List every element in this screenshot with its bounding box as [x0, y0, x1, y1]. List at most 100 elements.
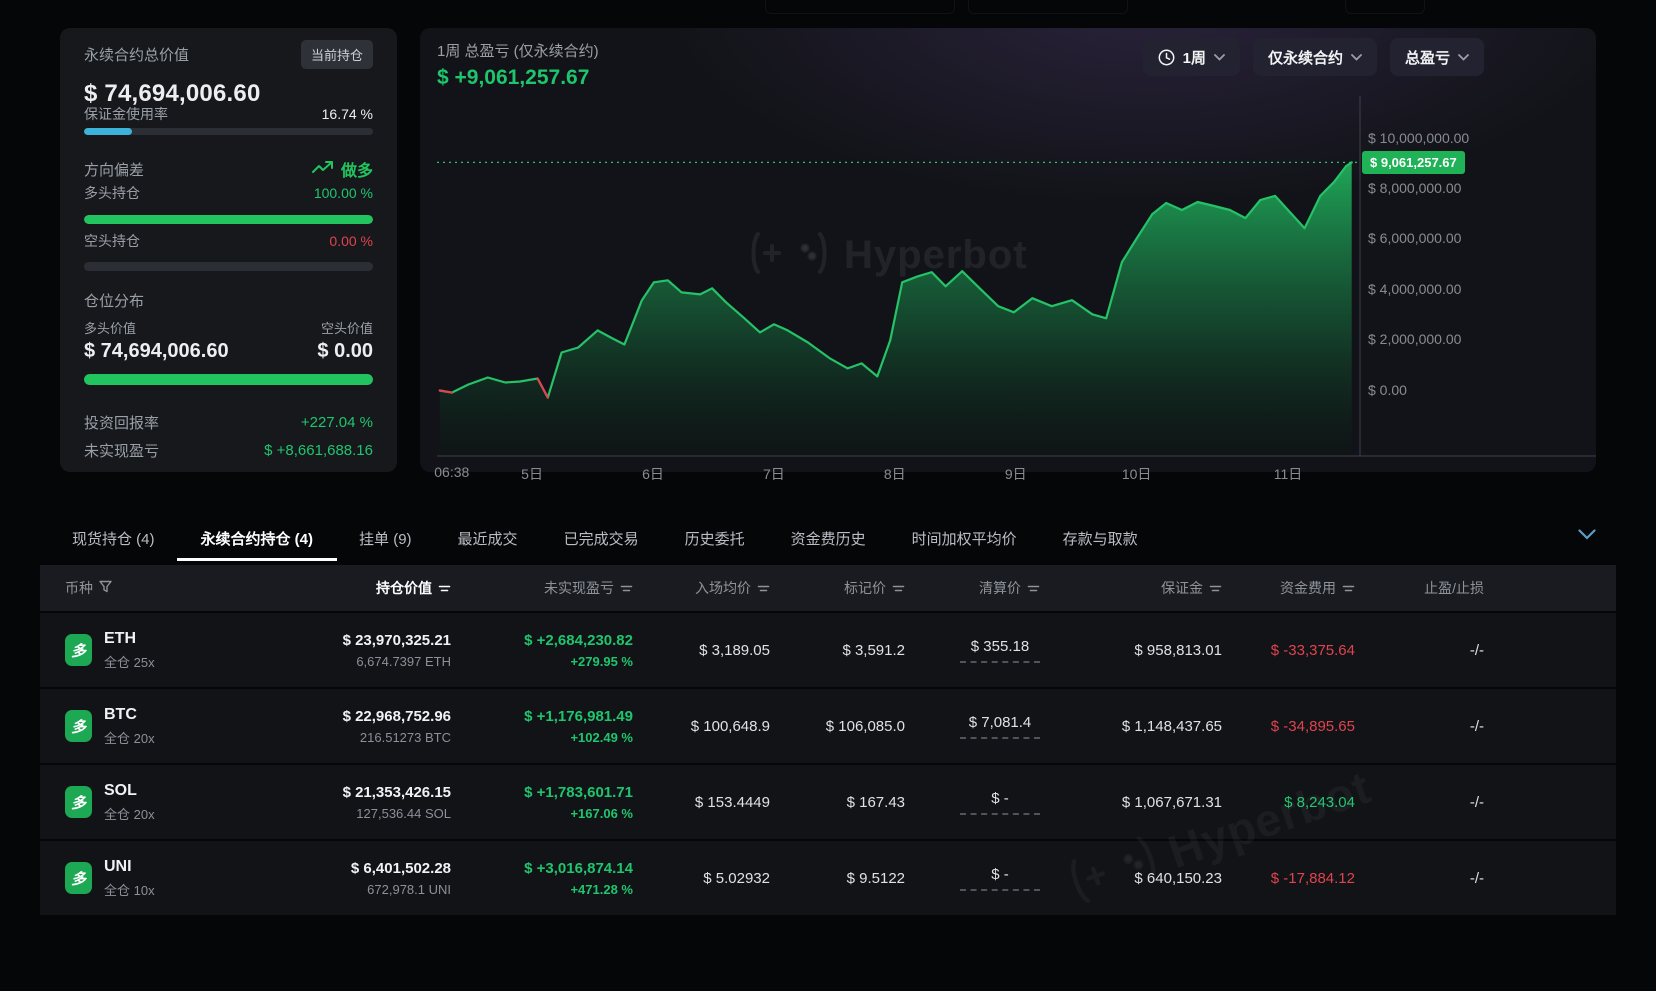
- sort-icon: [1342, 580, 1355, 596]
- leverage-label: 全仓 25x: [104, 654, 155, 670]
- position-row-uni[interactable]: 多 UNI 全仓 10x $ 6,401,502.28 672,978.1 UNI…: [40, 841, 1616, 915]
- leverage-label: 全仓 20x: [104, 730, 155, 746]
- col-position-value[interactable]: 持仓价值: [255, 578, 451, 598]
- margin-usage-value: 16.74 %: [321, 106, 373, 122]
- mark-price: $ 3,591.2: [842, 641, 905, 659]
- current-value-axis-badge: $ 9,061,257.67: [1362, 151, 1465, 175]
- col-unrealized-pnl[interactable]: 未实现盈亏: [451, 578, 633, 598]
- tpsl-value[interactable]: -/-: [1469, 717, 1484, 735]
- entry-price: $ 5.02932: [703, 869, 770, 887]
- x-axis-tick-label: 6日: [642, 466, 664, 482]
- liq-price[interactable]: $ 7,081.4: [960, 714, 1040, 739]
- liq-price[interactable]: $ 355.18: [960, 638, 1040, 663]
- margin-usage-bar-fill: [84, 128, 133, 135]
- position-amount: 672,978.1 UNI: [367, 881, 451, 897]
- position-value: $ 21,353,426.15: [342, 783, 451, 801]
- position-row-eth[interactable]: 多 ETH 全仓 25x $ 23,970,325.21 6,674.7397 E…: [40, 613, 1616, 687]
- short-value-label: 空头价值: [320, 321, 373, 336]
- tab-order-history[interactable]: 历史委托: [684, 530, 745, 548]
- long-side-badge: 多: [65, 786, 92, 818]
- bias-long-label: 做多: [340, 163, 373, 180]
- unrealized-pnl-label: 未实现盈亏: [84, 443, 160, 460]
- sort-icon: [1209, 580, 1222, 596]
- y-axis-tick-label: $ 6,000,000.00: [1368, 230, 1462, 247]
- col-coin[interactable]: 币种: [40, 578, 255, 598]
- tab-funding-history[interactable]: 资金费历史: [790, 530, 866, 548]
- long-value: $ 74,694,006.60: [84, 340, 229, 362]
- col-entry-price[interactable]: 入场均价: [633, 578, 770, 598]
- metric-select-button[interactable]: 总盈亏: [1389, 38, 1484, 76]
- chart-title: 1周 总盈亏 (仅永续合约): [437, 43, 599, 60]
- long-position-bar-fill: [84, 215, 373, 224]
- x-axis-tick-label: 11日: [1273, 466, 1303, 482]
- tpsl-value[interactable]: -/-: [1469, 869, 1484, 887]
- sort-icon: [1027, 580, 1040, 596]
- roi-label: 投资回报率: [84, 415, 160, 432]
- y-axis-tick-label: $ 2,000,000.00: [1368, 331, 1462, 348]
- position-distribution-label: 仓位分布: [84, 293, 145, 310]
- col-margin[interactable]: 保证金: [1040, 578, 1222, 598]
- x-axis-tick-label: 5日: [521, 466, 543, 482]
- entry-price: $ 100,648.9: [690, 717, 770, 735]
- unrealized-pnl: $ +3,016,874.14: [524, 859, 633, 877]
- filter-icon[interactable]: [99, 580, 112, 596]
- position-amount: 127,536.44 SOL: [356, 805, 451, 821]
- col-funding[interactable]: 资金费用: [1222, 578, 1355, 598]
- coin-symbol: SOL: [104, 781, 137, 799]
- chevron-down-icon: [1458, 53, 1469, 61]
- tpsl-value[interactable]: -/-: [1469, 793, 1484, 811]
- sort-icon: [892, 580, 905, 596]
- tab-recent-fills[interactable]: 最近成交: [457, 530, 518, 548]
- long-side-badge: 多: [65, 862, 92, 894]
- scope-select-button[interactable]: 仅永续合约: [1252, 38, 1377, 76]
- col-liq-price[interactable]: 清算价: [905, 578, 1040, 598]
- margin-usage-bar: [84, 128, 373, 135]
- perp-positions-table: 币种 持仓价值 未实现盈亏 入场均价 标记价 清算价 保证金 资金费用: [40, 565, 1616, 915]
- mark-price: $ 167.43: [846, 793, 905, 811]
- funding-fee: $ -33,375.64: [1270, 641, 1355, 659]
- position-value: $ 23,970,325.21: [342, 631, 451, 649]
- tab-spot-positions[interactable]: 现货持仓 (4): [72, 530, 155, 548]
- x-axis-tick-label: 9日: [1004, 466, 1027, 482]
- position-amount: 6,674.7397 ETH: [356, 653, 451, 669]
- long-position-label: 多头持仓: [84, 185, 140, 201]
- trend-up-icon: [311, 160, 334, 179]
- liq-price[interactable]: $ -: [960, 790, 1040, 815]
- position-row-btc[interactable]: 多 BTC 全仓 20x $ 22,968,752.96 216.51273 BT…: [40, 689, 1616, 763]
- x-axis-tick-label: 7日: [762, 466, 785, 482]
- funding-fee: $ -17,884.12: [1270, 869, 1355, 887]
- perp-summary-card: 永续合约总价值 当前持仓 $ 74,694,006.60 保证金使用率 16.7…: [60, 28, 397, 472]
- leverage-label: 全仓 20x: [104, 806, 155, 822]
- col-mark-price[interactable]: 标记价: [770, 578, 905, 598]
- position-row-sol[interactable]: 多 SOL 全仓 20x $ 21,353,426.15 127,536.44 S…: [40, 765, 1616, 839]
- sort-icon: [620, 580, 633, 596]
- pnl-chart-card: 1周 总盈亏 (仅永续合约) $ +9,061,257.67 1周 仅永续合约 …: [420, 28, 1596, 482]
- position-value: $ 6,401,502.28: [350, 859, 451, 877]
- collapse-chevron-icon[interactable]: [1578, 527, 1596, 545]
- positions-tab-bar: 现货持仓 (4) 永续合约持仓 (4) 挂单 (9) 最近成交 已完成交易 历史…: [72, 515, 1596, 561]
- roi-value: +227.04 %: [300, 414, 373, 431]
- chart-total-pnl-value: $ +9,061,257.67: [437, 66, 590, 89]
- coin-symbol: ETH: [104, 629, 136, 647]
- position-value: $ 22,968,752.96: [342, 707, 451, 725]
- pnl-area-chart[interactable]: [437, 96, 1596, 457]
- y-axis-tick-label: $ 10,000,000.00: [1368, 129, 1470, 146]
- x-axis-tick-label: 06:38: [434, 464, 470, 480]
- unrealized-pnl-pct: +279.95 %: [570, 653, 633, 669]
- coin-symbol: UNI: [104, 857, 132, 875]
- tab-perp-positions[interactable]: 永续合约持仓 (4): [176, 515, 337, 561]
- distribution-bar: [84, 374, 373, 385]
- perp-total-value-label: 永续合约总价值: [84, 47, 190, 64]
- period-select-button[interactable]: 1周: [1142, 38, 1240, 76]
- liq-price[interactable]: $ -: [960, 866, 1040, 891]
- tab-open-orders[interactable]: 挂单 (9): [359, 530, 412, 548]
- y-axis-tick-label: $ 8,000,000.00: [1368, 180, 1462, 197]
- tab-deposits-withdrawals[interactable]: 存款与取款: [1062, 530, 1138, 548]
- chevron-down-icon: [1351, 53, 1362, 61]
- tpsl-value[interactable]: -/-: [1469, 641, 1484, 659]
- unrealized-pnl: $ +1,783,601.71: [524, 783, 633, 801]
- tab-completed-trades[interactable]: 已完成交易: [563, 530, 639, 548]
- short-value: $ 0.00: [317, 340, 373, 362]
- tab-twap[interactable]: 时间加权平均价: [911, 530, 1017, 548]
- period-select-label: 1周: [1182, 49, 1206, 67]
